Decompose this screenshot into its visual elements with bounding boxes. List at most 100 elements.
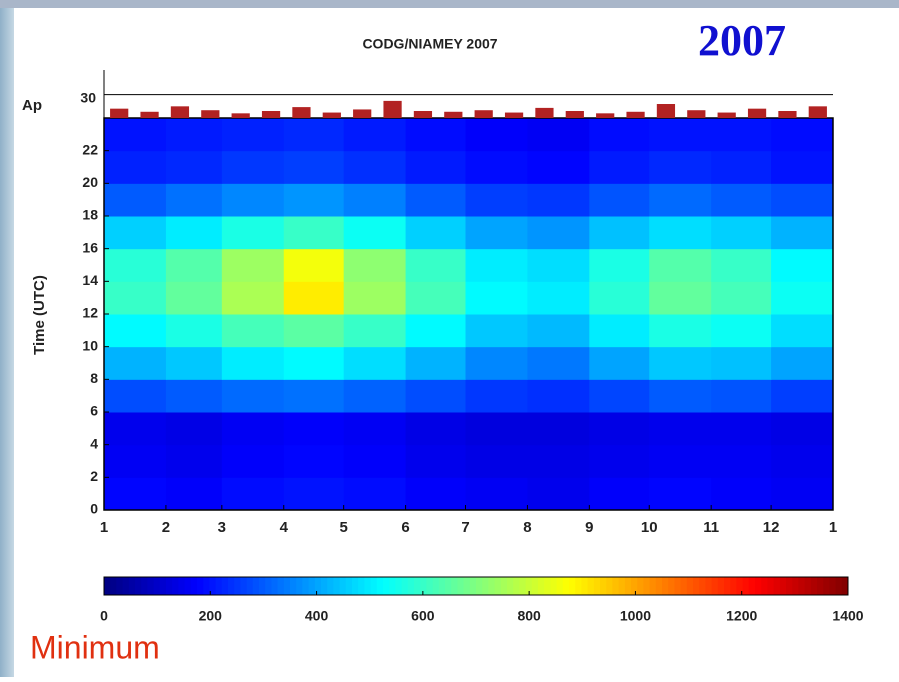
colorbar-swatch (469, 577, 477, 595)
x-tick-label: 2 (162, 519, 170, 536)
colorbar-swatch (333, 577, 341, 595)
colorbar-swatch (575, 577, 582, 595)
caption: Minimum (30, 629, 160, 665)
colorbar-swatch (221, 577, 229, 595)
ap-bar (565, 111, 584, 118)
contour-cell (221, 346, 285, 380)
ap-bar (535, 107, 554, 118)
contour-cell (104, 281, 167, 315)
contour-cell (165, 379, 223, 413)
y-tick-label: 0 (90, 501, 98, 517)
colorbar-swatch (804, 577, 812, 595)
contour-cell (771, 150, 834, 184)
colorbar-swatch (234, 577, 241, 595)
contour-cell (221, 248, 285, 282)
ap-bar (474, 110, 493, 118)
ap-bar (322, 112, 341, 118)
contour-cell (283, 150, 345, 184)
colorbar-swatch (358, 577, 365, 595)
contour-cell (465, 216, 528, 250)
colorbar-swatch (761, 577, 768, 595)
contour-cell (343, 346, 407, 380)
colorbar-swatch (345, 577, 353, 595)
ap-label: Ap (22, 97, 42, 114)
contour-cell (589, 444, 650, 478)
contour-cell (527, 183, 590, 217)
colorbar-tick-label: 1400 (832, 608, 863, 624)
colorbar-swatch (110, 577, 117, 595)
colorbar-swatch (581, 577, 589, 595)
colorbar-swatch (252, 577, 260, 595)
contour-cell (343, 314, 407, 348)
ap-bar (292, 107, 311, 118)
colorbar-swatch (159, 577, 167, 595)
colorbar-swatch (420, 577, 427, 595)
colorbar-swatch (463, 577, 471, 595)
colorbar-swatch (259, 577, 266, 595)
contour-cell (283, 444, 345, 478)
contour-cell (343, 477, 407, 511)
colorbar-swatch (438, 577, 446, 595)
ap-bar (504, 112, 524, 118)
contour-cell (589, 379, 650, 413)
contour-cell (283, 314, 345, 348)
contour-cell (221, 216, 285, 250)
colorbar-swatch (290, 577, 297, 595)
colorbar-swatch (705, 577, 713, 595)
contour-cell (649, 216, 712, 250)
colorbar-tick-label: 600 (411, 608, 435, 624)
colorbar-swatch (153, 577, 161, 595)
contour-cell (343, 444, 407, 478)
contour-cell (527, 281, 590, 315)
colorbar-swatch (457, 577, 465, 595)
contour-cell (711, 118, 772, 152)
contour-cell (104, 477, 167, 511)
contour-cell (711, 281, 772, 315)
colorbar-swatch (339, 577, 347, 595)
contour-cell (104, 412, 167, 446)
contour-cell (649, 150, 712, 184)
contour-cell (405, 444, 467, 478)
colorbar-swatch (823, 577, 830, 595)
contour-cell (221, 379, 285, 413)
contour-cell (589, 150, 650, 184)
colorbar-swatch (308, 577, 316, 595)
colorbar-swatch (451, 577, 458, 595)
colorbar-swatch (624, 577, 632, 595)
x-tick-label: 5 (339, 519, 347, 536)
contour-cell (283, 477, 345, 511)
colorbar-swatch (327, 577, 334, 595)
colorbar-swatch (736, 577, 744, 595)
colorbar-swatch (693, 577, 700, 595)
colorbar-swatch (773, 577, 781, 595)
contour-cell (405, 477, 467, 511)
x-tick-label: 11 (703, 519, 719, 536)
contour-cell (405, 216, 467, 250)
colorbar-swatch (767, 577, 775, 595)
contour-cell (771, 379, 834, 413)
colorbar-swatch (494, 577, 502, 595)
contour-cell (711, 379, 772, 413)
colorbar-swatch (699, 577, 706, 595)
contour-cell (405, 412, 467, 446)
contour-cell (283, 281, 345, 315)
contour-cell (405, 379, 467, 413)
colorbar-swatch (141, 577, 148, 595)
y-tick-label: 14 (82, 272, 98, 288)
colorbar-swatch (717, 577, 725, 595)
contour-cell (165, 477, 223, 511)
contour-cell (649, 412, 712, 446)
colorbar-swatch (432, 577, 440, 595)
colorbar-swatch (401, 577, 409, 595)
contour-cell (527, 412, 590, 446)
colorbar-swatch (680, 577, 688, 595)
contour-cell (104, 150, 167, 184)
x-tick-label: 4 (280, 519, 289, 536)
x-tick-label: 1 (100, 519, 108, 536)
colorbar-swatch (395, 577, 403, 595)
colorbar-swatch (655, 577, 663, 595)
colorbar-swatch (668, 577, 675, 595)
chart-title: CODG/NIAMEY 2007 (362, 36, 497, 52)
colorbar-swatch (352, 577, 359, 595)
colorbar-swatch (271, 577, 279, 595)
